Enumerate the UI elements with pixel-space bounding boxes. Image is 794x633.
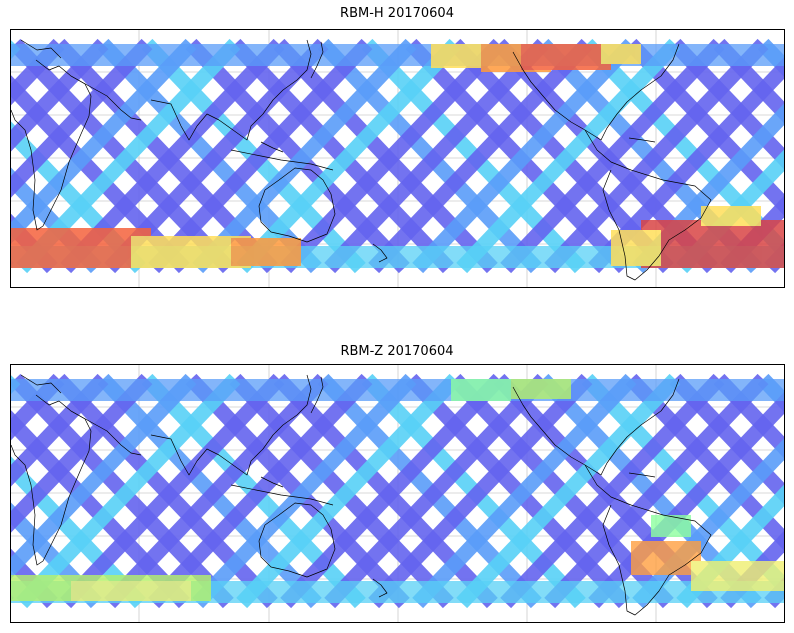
swath-edge-band [11, 379, 784, 401]
swath-track [544, 38, 769, 274]
swath-track [588, 392, 784, 609]
swath-track [236, 373, 461, 609]
swath-track [192, 373, 417, 609]
map-svg-top [11, 30, 784, 287]
map-svg-bottom [11, 365, 784, 622]
swath-track [412, 373, 637, 609]
coastlines [11, 374, 712, 616]
swath-track [104, 373, 329, 609]
swath-track [412, 38, 637, 274]
map-panel-bottom [10, 364, 785, 623]
swath-track [11, 373, 153, 533]
swath-track [456, 38, 681, 274]
swath-track [11, 373, 197, 579]
swath-track [192, 38, 417, 274]
swath-track [324, 373, 549, 609]
warm-bands [11, 379, 784, 601]
panel-title-bottom: RBM-Z 20170604 [340, 344, 454, 359]
swath-track [236, 38, 461, 274]
swath-track [456, 373, 681, 609]
swath-edge-band [11, 44, 784, 66]
swath-track [11, 38, 65, 106]
swath-track [60, 373, 285, 609]
swath-track [368, 38, 593, 274]
swath-track [16, 373, 241, 609]
swath-track [368, 373, 593, 609]
swath-track [500, 373, 725, 609]
panel-title-top: RBM-H 20170604 [340, 6, 454, 21]
swath-track [11, 38, 153, 198]
swath-track [280, 38, 505, 274]
swath-track [11, 38, 109, 152]
swath-track [11, 373, 65, 441]
swath-track [280, 373, 505, 609]
swath-track [713, 373, 784, 459]
swath-track [324, 38, 549, 274]
swath-track [11, 373, 109, 487]
hot-bands [11, 44, 784, 268]
swath-track [544, 373, 769, 609]
swath-track [713, 38, 784, 124]
coastlines [11, 39, 712, 281]
map-panel-top [10, 29, 785, 288]
swath-track [500, 38, 725, 274]
